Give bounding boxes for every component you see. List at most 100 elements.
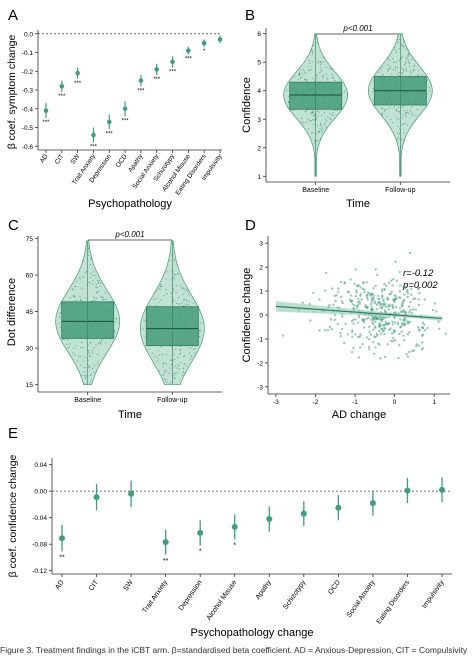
panel-b-violin-dot <box>396 39 399 41</box>
panel-c-violin-dot <box>179 285 182 287</box>
panel-c-violin-dot <box>175 291 177 294</box>
panel-d-point <box>390 339 393 343</box>
panel-a-point <box>217 37 223 42</box>
panel-b-violin-dot <box>311 132 313 134</box>
panel-c-violin-dot <box>58 316 61 318</box>
panel-d-point <box>417 303 421 307</box>
panel-d-point <box>357 356 361 359</box>
panel-c-violin-dot <box>83 260 85 262</box>
panel-b-violin-dot <box>320 124 322 126</box>
panel-c-violin-dot <box>95 344 97 346</box>
panel-c-violin-dot <box>158 287 160 289</box>
panel-d-point <box>356 335 360 339</box>
panel-b-violin-dot <box>398 111 400 113</box>
panel-e-x-tick-label: Apathy <box>255 579 274 601</box>
panel-c-violin-dot <box>155 297 157 300</box>
panel-d-point <box>444 332 447 336</box>
panel-b-violin-dot <box>371 91 373 93</box>
panel-c-violin-dot <box>186 288 188 290</box>
panel-b-violin-dot <box>315 139 318 141</box>
panel-b-violin-dot <box>325 73 328 75</box>
panel-c-violin-dot <box>101 338 103 340</box>
panel-b-violin-dot <box>329 112 331 115</box>
panel-c-violin-dot <box>101 296 103 299</box>
panel-b-violin-dot <box>343 90 346 92</box>
panel-d-point <box>402 299 405 302</box>
panel-c-violin-dot <box>183 298 185 300</box>
panel-d-point <box>374 320 377 324</box>
panel-c-violin-dot <box>83 371 85 373</box>
panel-c-violin-dot <box>177 356 179 358</box>
panel-d-fit-line <box>275 305 443 320</box>
panel-d-point <box>393 339 397 342</box>
panel-c-violin-dot <box>182 287 184 289</box>
panel-b-violin-dot <box>411 58 413 61</box>
panel-d-point <box>357 315 361 319</box>
panel-b-violin-dot <box>402 73 404 75</box>
panel-b-violin-dot <box>387 64 389 66</box>
panel-c-violin-dot <box>89 264 91 266</box>
panel-b-violin-dot <box>318 111 320 113</box>
panel-c-violin-dot <box>76 280 78 283</box>
panel-c-annotation: p<0.001 <box>114 230 144 239</box>
panel-b-violin-dot <box>393 106 395 108</box>
panel-c-violin-dot <box>90 380 92 382</box>
panel-b-violin-dot <box>405 61 407 63</box>
panel-d-point <box>394 297 398 301</box>
panel-e-x-tick-label: Trait Anxiety <box>142 579 170 615</box>
panel-e-significance: * <box>233 543 236 550</box>
panel-d-point <box>415 343 419 346</box>
panel-c-violin-dot <box>93 271 95 273</box>
panel-c-violin-dot <box>90 257 92 259</box>
panel-b-violin-dot <box>381 114 383 116</box>
panel-d-point <box>384 305 388 308</box>
panel-c-violin-dot <box>81 275 83 277</box>
panel-c-violin-dot <box>58 312 60 315</box>
panel-b-violin-dot <box>323 111 325 114</box>
panel-b-violin-dot <box>330 118 332 120</box>
panel-d-point <box>378 343 381 346</box>
panel-d-point <box>398 307 402 310</box>
panel-d-x-tick-label: -1 <box>352 399 358 406</box>
panel-c-violin-dot <box>96 297 98 299</box>
panel-d-point <box>380 290 384 293</box>
panel-d-point <box>346 333 349 336</box>
panel-b-violin-dot <box>312 44 314 47</box>
panel-d-point <box>375 308 378 311</box>
panel-c-violin-dot <box>75 299 78 301</box>
panel-b-violin-dot <box>316 36 318 38</box>
panel-b-violin-dot <box>310 119 312 122</box>
panel-b-violin-dot <box>402 41 405 43</box>
panel-c-violin-dot <box>182 367 185 369</box>
panel-b-violin-dot <box>323 124 325 126</box>
panel-d-point <box>368 330 371 334</box>
panel-b-violin-dot <box>311 65 313 67</box>
panel-b-violin-dot <box>320 67 322 69</box>
panel-c-violin-dot <box>81 374 83 376</box>
panel-c-violin-dot <box>73 347 75 349</box>
panel-d-point <box>370 296 373 300</box>
panel-d-x-tick-label: 0 <box>393 399 397 406</box>
panel-d-point <box>400 330 403 334</box>
panel-c-violin-dot <box>165 370 168 372</box>
panel-c-violin-dot <box>102 299 104 301</box>
panel-b-violin-dot <box>409 70 412 72</box>
panel-c-x-tick-label: Baseline <box>74 397 101 404</box>
panel-d-point <box>383 282 386 286</box>
panel-c-violin-dot <box>97 360 99 362</box>
panel-b-violin-dot <box>395 109 397 111</box>
panel-c-violin-dot <box>176 372 178 374</box>
panel-c-violin-dot <box>178 296 180 298</box>
panel-d-point <box>414 308 417 311</box>
panel-b-violin-dot <box>372 100 375 102</box>
panel-b-violin-dot <box>298 73 300 75</box>
panel-d-point <box>360 298 363 301</box>
panel-d-point <box>358 346 362 349</box>
panel-c-violin-dot <box>175 285 178 287</box>
panel-b-violin-dot <box>408 54 410 56</box>
panel-d-point <box>372 287 375 290</box>
panel-c-violin-dot <box>82 276 85 278</box>
panel-b-violin-dot <box>396 110 398 112</box>
panel-letter-b: B <box>245 7 255 24</box>
panel-d-point <box>423 323 426 326</box>
